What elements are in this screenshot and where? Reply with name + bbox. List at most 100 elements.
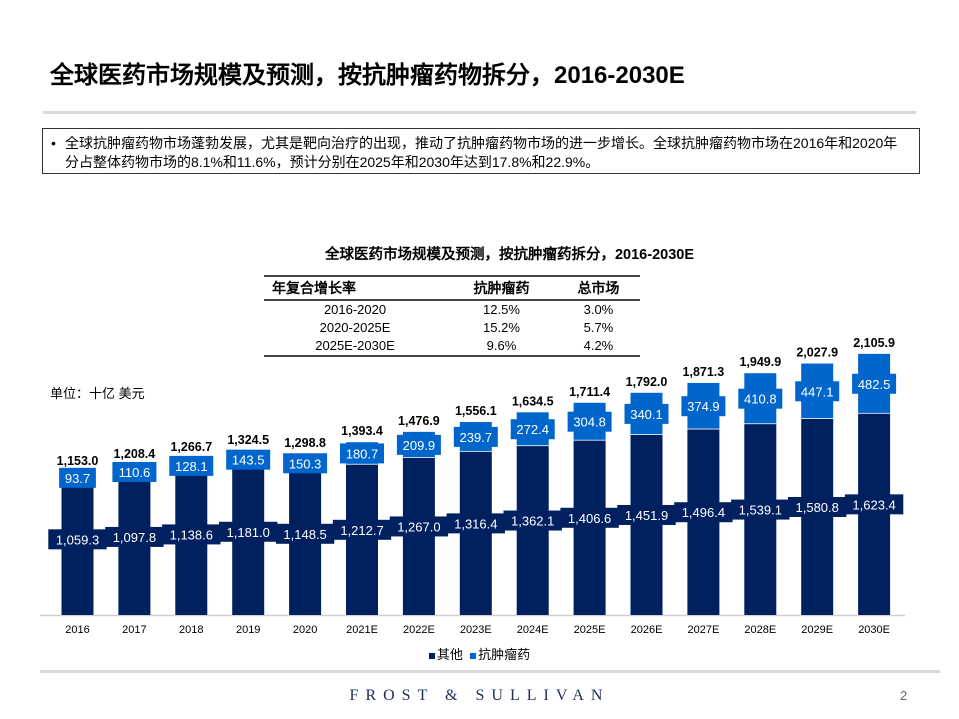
table-cell: 2020-2025E bbox=[319, 320, 391, 335]
data-label-total: 1,208.4 bbox=[114, 447, 156, 461]
x-tick-label: 2025E bbox=[574, 624, 606, 636]
data-label-oncology-box bbox=[283, 453, 328, 474]
frost-sullivan-logo: FROST & SULLIVAN bbox=[349, 687, 610, 704]
summary-text: 全球抗肿瘤药物市场蓬勃发展，尤其是靶向治疗的出现，推动了抗肿瘤药物市场的进一步增… bbox=[65, 135, 898, 170]
data-label-other-box bbox=[219, 521, 278, 542]
data-label-total: 1,949.9 bbox=[739, 355, 781, 369]
data-label-oncology: 93.7 bbox=[65, 471, 90, 486]
table-cell: 3.0% bbox=[583, 302, 614, 317]
bar-other bbox=[801, 418, 834, 615]
legend-label-oncology: 抗肿瘤药 bbox=[478, 647, 531, 662]
legend-swatch-other bbox=[428, 652, 435, 659]
data-label-other: 1,539.1 bbox=[739, 503, 782, 518]
data-label-other: 1,181.0 bbox=[227, 525, 270, 540]
data-label-other: 1,580.8 bbox=[796, 500, 839, 515]
data-label-oncology: 239.7 bbox=[460, 430, 493, 445]
x-tick-label: 2023E bbox=[460, 624, 492, 636]
data-label-total: 2,027.9 bbox=[796, 346, 838, 360]
data-label-total: 1,871.3 bbox=[683, 365, 725, 379]
table-row: 2020-2025E 15.2% 5.7% bbox=[264, 319, 640, 337]
x-tick-label: 2016 bbox=[65, 624, 89, 636]
data-label-oncology-box bbox=[795, 381, 840, 402]
title-divider bbox=[43, 111, 916, 114]
data-label-other: 1,451.9 bbox=[625, 508, 668, 523]
data-label-other-box bbox=[389, 516, 449, 537]
data-label-oncology: 482.5 bbox=[858, 377, 891, 392]
data-label-other: 1,362.1 bbox=[511, 514, 554, 529]
data-label-total: 1,153.0 bbox=[57, 454, 99, 468]
cagr-table: 年复合增长率 抗肿瘤药 总市场 2016-2020 12.5% 3.0% 2020-… bbox=[264, 275, 640, 357]
data-label-other: 1,406.6 bbox=[568, 511, 611, 526]
table-cell: 9.6% bbox=[486, 338, 517, 353]
data-label-oncology-box bbox=[59, 467, 96, 488]
summary-box: • 全球抗肿瘤药物市场蓬勃发展，尤其是靶向治疗的出现，推动了抗肿瘤药物市场的进一… bbox=[42, 128, 920, 174]
data-label-oncology: 304.8 bbox=[573, 415, 606, 430]
data-label-oncology: 374.9 bbox=[687, 399, 720, 414]
data-label-oncology-box bbox=[396, 434, 441, 455]
table-cell: 2025E-2030E bbox=[315, 338, 395, 353]
data-label-other-box bbox=[48, 529, 107, 550]
table-header-row: 年复合增长率 抗肿瘤药 总市场 bbox=[264, 276, 640, 301]
data-label-other: 1,623.4 bbox=[852, 497, 895, 512]
legend-label-other: 其他 bbox=[436, 647, 463, 662]
page-title: 全球医药市场规模及预测，按抗肿瘤药物拆分，2016-2030E bbox=[50, 62, 685, 89]
legend-swatch-oncology bbox=[470, 652, 477, 659]
table-header: 总市场 bbox=[556, 276, 640, 301]
x-tick-label: 2028E bbox=[744, 624, 776, 636]
data-label-other: 1,496.4 bbox=[682, 505, 725, 520]
x-tick-label: 2022E bbox=[403, 624, 435, 636]
data-label-oncology-box bbox=[226, 449, 271, 470]
data-label-oncology-box bbox=[510, 419, 555, 440]
data-label-total: 1,266.7 bbox=[170, 440, 212, 454]
data-label-oncology: 128.1 bbox=[175, 459, 208, 474]
data-label-oncology: 447.1 bbox=[801, 384, 834, 399]
table-header: 年复合增长率 bbox=[264, 276, 447, 301]
x-tick-label: 2029E bbox=[801, 624, 833, 636]
data-label-other: 1,148.5 bbox=[283, 527, 326, 542]
footer-divider bbox=[40, 670, 940, 673]
data-label-other-box bbox=[844, 494, 904, 515]
x-tick-label: 2018 bbox=[179, 624, 203, 636]
data-label-total: 1,556.1 bbox=[455, 404, 497, 418]
x-tick-label: 2030E bbox=[858, 624, 890, 636]
data-label-oncology: 209.9 bbox=[403, 438, 436, 453]
unit-label: 单位：十亿 美元 bbox=[50, 386, 145, 401]
data-label-total: 1,393.4 bbox=[341, 424, 383, 438]
table-cell: 2016-2020 bbox=[323, 302, 387, 317]
data-label-total: 1,711.4 bbox=[569, 385, 610, 399]
data-label-total: 1,792.0 bbox=[626, 375, 668, 389]
table-header: 抗肿瘤药 bbox=[446, 276, 557, 301]
data-label-other-box bbox=[560, 507, 619, 528]
data-label-oncology-box bbox=[112, 462, 157, 483]
bullet-icon: • bbox=[51, 135, 56, 151]
table-cell: 4.2% bbox=[583, 338, 614, 353]
data-label-other: 1,316.4 bbox=[454, 516, 497, 531]
x-tick-label: 2017 bbox=[122, 624, 146, 636]
data-label-oncology: 340.1 bbox=[630, 407, 663, 422]
x-tick-label: 2024E bbox=[517, 624, 549, 636]
table-cell: 15.2% bbox=[483, 320, 520, 335]
table-row: 2025E-2030E 9.6% 4.2% bbox=[264, 337, 640, 356]
data-label-total: 1,634.5 bbox=[512, 394, 554, 408]
data-label-oncology: 272.4 bbox=[516, 422, 549, 437]
data-label-oncology-box bbox=[681, 396, 726, 417]
data-label-oncology: 410.8 bbox=[744, 392, 777, 407]
data-label-oncology: 143.5 bbox=[232, 453, 265, 468]
data-label-total: 2,105.9 bbox=[853, 336, 895, 350]
data-label-oncology-box bbox=[852, 373, 897, 394]
x-tick-label: 2021E bbox=[346, 624, 378, 636]
data-label-other-box bbox=[617, 504, 676, 525]
chart-title: 全球医药市场规模及预测，按抗肿瘤药拆分，2016-2030E bbox=[324, 247, 694, 263]
page-number: 2 bbox=[900, 688, 908, 703]
data-label-other-box bbox=[162, 524, 221, 545]
data-label-other: 1,138.6 bbox=[170, 527, 213, 542]
table-cell: 5.7% bbox=[583, 320, 614, 335]
data-label-oncology-box bbox=[624, 403, 669, 424]
data-label-oncology: 180.7 bbox=[346, 446, 379, 461]
data-label-other: 1,059.3 bbox=[56, 532, 99, 547]
data-label-total: 1,324.5 bbox=[227, 433, 269, 447]
data-label-other: 1,212.7 bbox=[340, 523, 383, 538]
data-label-oncology-box bbox=[340, 443, 384, 464]
